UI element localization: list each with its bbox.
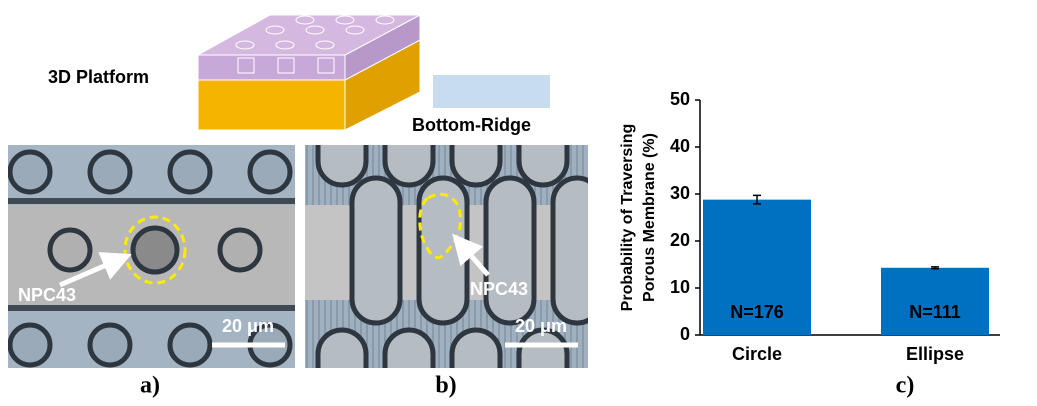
y-tick-label: 20: [670, 230, 690, 250]
ridge-swatch: [433, 75, 550, 108]
scale-bar-label: 20 μm: [515, 316, 567, 336]
panel-label: b): [435, 373, 456, 399]
y-tick-label: 0: [680, 324, 690, 344]
y-tick-label: 10: [670, 277, 690, 297]
ridge-label: Bottom-Ridge: [412, 115, 531, 135]
y-tick-label: 50: [670, 89, 690, 109]
x-tick-label: Circle: [732, 344, 782, 364]
bar-chart: 0 10 20 30 40 50 Probability of Traversing Poro…: [619, 89, 1000, 364]
y-axis-label: Porous Membrane (%): [641, 133, 658, 302]
y-tick-label: 30: [670, 183, 690, 203]
panel-label: a): [140, 373, 160, 399]
x-tick-label: Ellipse: [906, 344, 964, 364]
y-tick-label: 40: [670, 136, 690, 156]
figure: 3D Platform Bottom-Ridge NPC43 20 μm NPC…: [0, 0, 1037, 406]
scale-bar-label: 20 μm: [222, 316, 274, 336]
cell-label: NPC43: [18, 285, 76, 305]
y-axis-label: Probability of Traversing: [619, 124, 636, 312]
cell-label: NPC43: [470, 279, 528, 299]
bar-annotation: N=176: [730, 302, 784, 322]
panel-label: c): [896, 373, 915, 399]
micrograph-b: [305, 120, 601, 395]
bar-annotation: N=111: [909, 302, 961, 322]
platform-label: 3D Platform: [48, 67, 149, 87]
platform-drawing: [198, 15, 420, 130]
